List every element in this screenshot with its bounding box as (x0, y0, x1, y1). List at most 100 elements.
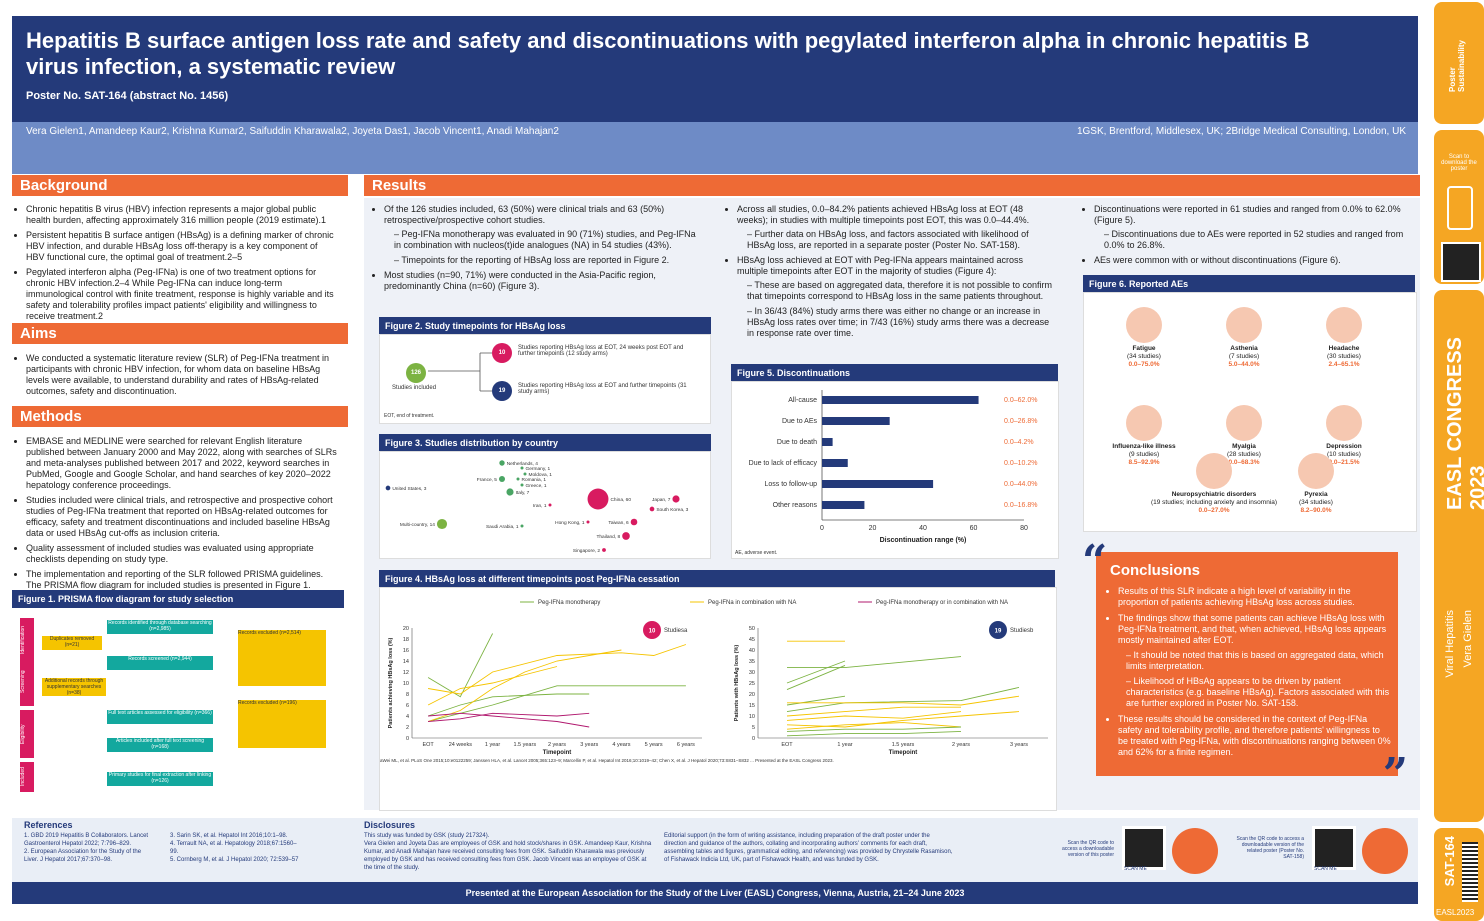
author-list: Vera Gielen1, Amandeep Kaur2, Krishna Ku… (26, 126, 559, 137)
methods-text: EMBASE and MEDLINE were searched for rel… (12, 436, 338, 595)
podcast-tab[interactable]: Poster Sustainability (1434, 2, 1484, 124)
study-badge-label: Studiesb (1010, 628, 1034, 634)
references-list-a: 1. GBD 2019 Hepatitis B Collaborators. L… (24, 832, 154, 864)
list-item: Of the 126 studies included, 63 (50%) we… (384, 204, 702, 266)
phase-screening: Screening (20, 658, 34, 706)
ae-icon (1326, 307, 1362, 343)
country-label: United States, 3 (392, 486, 426, 492)
list-item: The findings show that some patients can… (1118, 613, 1392, 709)
results-col1: Of the 126 studies included, 63 (50%) we… (370, 204, 702, 296)
congress-tab: EASL CONGRESS 2023 Viral Hepatitis Vera … (1434, 290, 1484, 822)
tick-label: 1.5 years (892, 742, 915, 748)
ae-name: Influenza-like illness (1112, 443, 1176, 450)
country-label: Multi-country, 14 (400, 522, 435, 528)
tick-label: 14 (403, 659, 409, 665)
range-label: 0.0–16.8% (1004, 502, 1037, 509)
list-item: Studies included were clinical trials, a… (26, 495, 338, 539)
author-band (12, 122, 1418, 174)
bar (822, 417, 890, 425)
reference-item: 1. GBD 2019 Hepatitis B Collaborators. L… (24, 833, 149, 847)
list-item: Discontinuations were reported in 61 stu… (1094, 204, 1406, 251)
prisma-box: Primary studies for final extraction aft… (107, 772, 213, 786)
country-bubble (586, 520, 590, 524)
tick-label: 6 years (677, 742, 695, 748)
list-item: Across all studies, 0.0–84.2% patients a… (737, 204, 1055, 251)
range-label: 0.0–4.2% (1004, 439, 1034, 446)
tick-label: 5 years (645, 742, 663, 748)
ae-studies: (9 studies) (1128, 451, 1160, 458)
y-axis-label: Patients with HBsAg loss (%) (734, 645, 740, 722)
list-item: Persistent hepatitis B surface antigen (… (26, 230, 338, 263)
fig3-title: Figure 3. Studies distribution by countr… (379, 434, 711, 452)
download-tab[interactable]: Scan to download the poster (1434, 130, 1484, 284)
study-badge-label: Studiesa (664, 628, 688, 634)
tick-label: 15 (749, 703, 755, 709)
tick-label: 20 (869, 525, 877, 532)
total-circle: 126 (406, 363, 426, 383)
study-badge-count: 19 (995, 629, 1002, 635)
ae-label: Neuropsychiatric disorders (19 studies; i… (1144, 491, 1284, 515)
x-axis-label: Discontinuation range (%) (880, 537, 967, 544)
tick-label: 20 (749, 692, 755, 698)
tick-label: 18 (403, 637, 409, 643)
results-col2: Across all studies, 0.0–84.2% patients a… (723, 204, 1055, 343)
legend-label: Peg-IFNa monotherapy (538, 600, 600, 606)
ae-icon (1226, 307, 1262, 343)
series-line (786, 706, 961, 717)
ae-range: 0.0–75.0% (1128, 361, 1160, 368)
congress-logo: EASL CONGRESS 2023 (1444, 337, 1484, 510)
country-bubble (587, 488, 609, 510)
country-label: China, 60 (610, 497, 631, 503)
ae-studies: (34 studies) (1127, 353, 1161, 360)
results-heading: Results (364, 175, 1420, 196)
tick-label: 2 years (548, 742, 566, 748)
open-quote-icon: “ (1082, 536, 1108, 587)
header-banner (12, 16, 1418, 174)
series-line (786, 722, 962, 730)
tick-label: 60 (970, 525, 978, 532)
qr-code-poster[interactable] (1122, 826, 1166, 870)
qr-code-related[interactable] (1312, 826, 1356, 870)
tick-label: 1.5 years (513, 742, 536, 748)
code-tab: SAT-164 EASL2023 (1434, 828, 1484, 921)
sub-item: Peg-IFNa monotherapy was evaluated in 90… (394, 229, 702, 251)
ae-label: Depression (10 studies) 0.0–21.5% (1274, 443, 1414, 467)
tick-label: EOT (422, 742, 434, 748)
badge-19-label: Studies reporting HBsAg loss at EOT and … (518, 383, 687, 395)
reference-item: 4. Terrault NA, et al. Hepatology 2018;6… (170, 841, 297, 855)
tick-label: 40 (749, 648, 755, 654)
tick-label: 4 years (612, 742, 630, 748)
ae-name: Asthenia (1230, 345, 1258, 352)
country-label: Japan, 7 (652, 497, 671, 503)
legend-label: Peg-IFNa monotherapy or in combination w… (876, 600, 1008, 606)
qr-code-icon[interactable] (1441, 242, 1481, 282)
country-bubble (499, 460, 505, 466)
results-col3: Discontinuations were reported in 61 stu… (1080, 204, 1406, 270)
sub-item: Timepoints for the reporting of HBsAg lo… (394, 255, 702, 266)
ae-studies: (10 studies) (1327, 451, 1361, 458)
fig4-title: Figure 4. HBsAg loss at different timepo… (379, 570, 1055, 588)
prisma-box: Additional records through supplementary… (42, 678, 106, 696)
country-bubble (622, 532, 630, 540)
fig2-title: Figure 2. Study timepoints for HBsAg los… (379, 317, 711, 335)
sub-item: These are based on aggregated data, ther… (747, 280, 1055, 302)
tick-label: 1 year (485, 742, 500, 748)
country-label: Moldova, 1 (529, 472, 553, 478)
country-bubble (520, 524, 524, 528)
ae-studies: (28 studies) (1227, 451, 1261, 458)
country-bubble (516, 477, 520, 481)
prisma-box: Full text articles assessed for eligibil… (107, 710, 213, 724)
easl-tag: EASL2023 (1436, 908, 1475, 917)
list-item: EMBASE and MEDLINE were searched for rel… (26, 436, 338, 491)
methods-heading: Methods (12, 406, 348, 427)
ae-icon (1126, 405, 1162, 441)
series-line (428, 712, 590, 728)
series-line (786, 686, 1020, 713)
sub-item: Discontinuations due to AEs were reporte… (1104, 229, 1406, 251)
sub-item: In 36/43 (84%) study arms there was eith… (747, 306, 1055, 339)
barcode-icon (1462, 842, 1478, 902)
series-line (427, 649, 622, 722)
series-line (427, 666, 558, 706)
tick-label: 0 (820, 525, 824, 532)
series-line (427, 685, 686, 722)
